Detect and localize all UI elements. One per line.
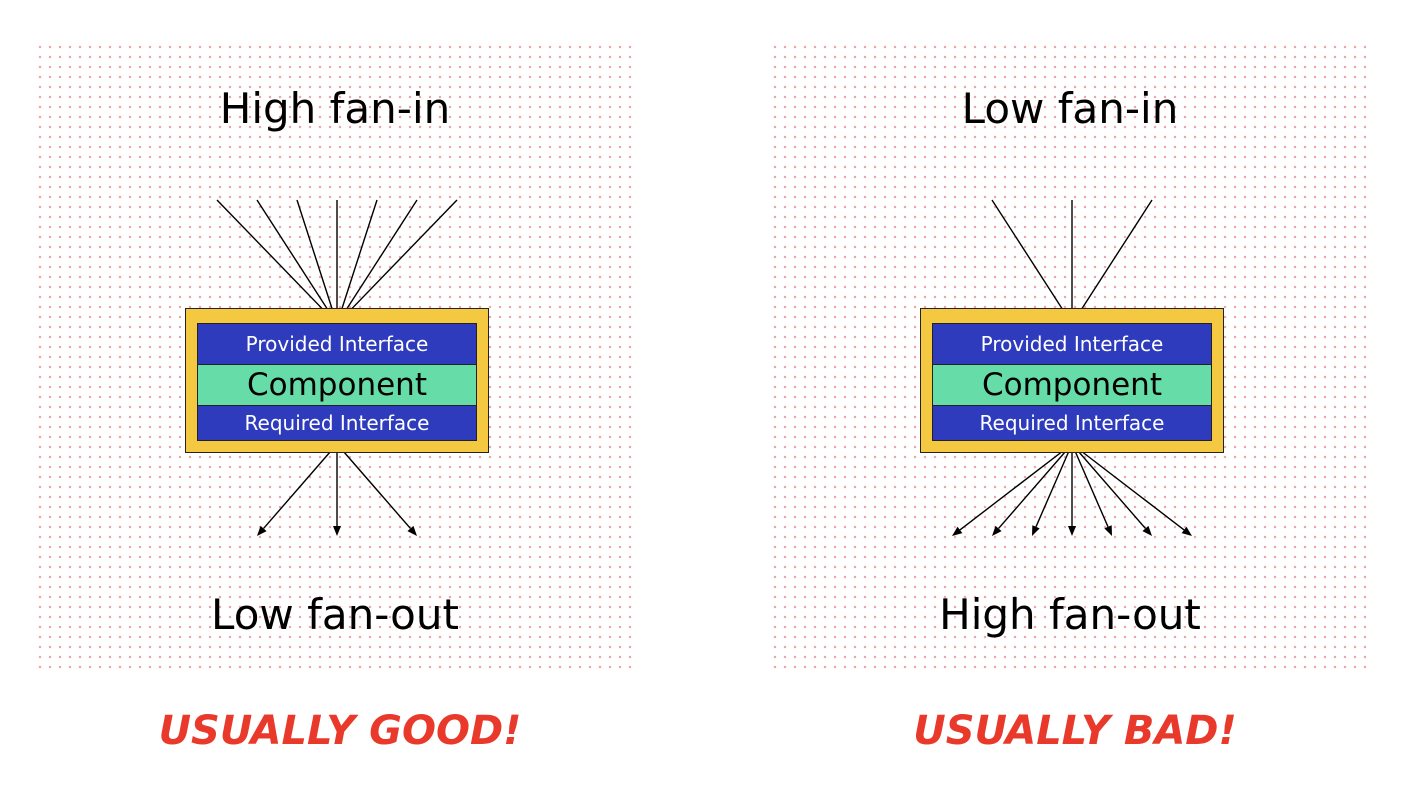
- fan-out-arrow-line: [1071, 443, 1146, 529]
- left-panel: High fan-in Provided Interface Component…: [35, 42, 635, 672]
- verdict-good: USUALLY GOOD!: [158, 708, 522, 754]
- component-box: Provided Interface Component Required In…: [185, 308, 489, 453]
- component-box: Provided Interface Component Required In…: [920, 308, 1224, 453]
- verdict-bad: USUALLY BAD!: [913, 708, 1237, 754]
- fan-out-arrow-line: [1071, 443, 1109, 528]
- fan-in-arrow-line: [216, 199, 331, 318]
- fan-out-arrow-head: [992, 525, 1002, 536]
- provided-interface: Provided Interface: [932, 323, 1212, 365]
- fan-out-arrow-line: [263, 443, 338, 529]
- fan-out-arrow-head: [407, 525, 417, 536]
- fan-out-arrow-line: [1071, 443, 1185, 531]
- fan-out-label: Low fan-out: [211, 590, 459, 639]
- fan-out-arrow-line: [998, 443, 1073, 529]
- right-panel: Low fan-in Provided Interface Component …: [770, 42, 1370, 672]
- component-label: Component: [197, 364, 477, 406]
- fan-in-arrow-line: [296, 199, 335, 315]
- required-interface: Required Interface: [197, 405, 477, 441]
- fan-out-arrow-line: [336, 443, 411, 529]
- fan-out-arrow-head: [257, 525, 267, 536]
- fan-in-arrow-line: [1076, 199, 1153, 316]
- fan-in-label: High fan-in: [219, 84, 451, 133]
- fan-in-arrow-line: [256, 199, 333, 316]
- fan-out-arrow-head: [1181, 526, 1192, 536]
- component-label: Component: [932, 364, 1212, 406]
- fan-out-arrow-head: [1068, 526, 1076, 536]
- provided-interface: Provided Interface: [197, 323, 477, 365]
- fan-out-arrow-head: [1142, 525, 1152, 536]
- fan-in-arrow-line: [341, 199, 418, 316]
- fan-out-arrow-head: [1104, 525, 1112, 536]
- fan-out-arrow-head: [333, 526, 341, 536]
- fan-out-arrow-line: [1035, 443, 1073, 528]
- fan-out-arrow-head: [952, 526, 963, 536]
- fan-in-arrow-line: [339, 199, 378, 315]
- fan-out-arrow-line: [959, 443, 1073, 531]
- required-interface: Required Interface: [932, 405, 1212, 441]
- fan-in-label: Low fan-in: [961, 84, 1179, 133]
- fan-in-arrow-line: [991, 199, 1068, 316]
- fan-in-arrow-line: [343, 199, 458, 318]
- fan-out-arrow-head: [1032, 525, 1040, 536]
- fan-out-label: High fan-out: [939, 590, 1201, 639]
